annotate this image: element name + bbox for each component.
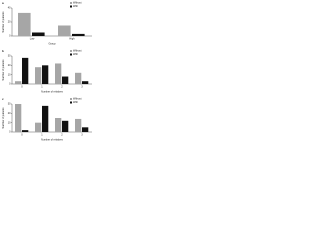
legend-swatch bbox=[70, 101, 72, 104]
x-axis-label: Number of relatives bbox=[41, 91, 63, 94]
legend-label: Without bbox=[73, 2, 82, 5]
bar bbox=[62, 120, 69, 132]
legend-swatch bbox=[70, 2, 72, 4]
bar bbox=[55, 63, 62, 84]
y-tick-label: 0 bbox=[9, 131, 11, 134]
y-tick-label: 0 bbox=[9, 83, 11, 86]
y-tick-label: 10 bbox=[8, 121, 11, 124]
bar bbox=[22, 57, 29, 84]
bar bbox=[82, 127, 89, 132]
bar bbox=[42, 105, 49, 132]
panel-label: a bbox=[2, 1, 4, 5]
panel-label: b bbox=[2, 49, 4, 53]
bar bbox=[75, 72, 82, 84]
bar bbox=[18, 12, 31, 36]
bar bbox=[15, 104, 22, 132]
y-tick-label: 20 bbox=[8, 21, 11, 24]
legend-label: Without bbox=[73, 50, 82, 53]
bar bbox=[42, 65, 49, 84]
legend-label: Without bbox=[73, 98, 82, 101]
y-tick-label: 20 bbox=[8, 112, 11, 115]
panel-label: c bbox=[2, 97, 4, 101]
y-tick-label: 40 bbox=[8, 7, 11, 10]
x-tick-label: 1 bbox=[41, 134, 43, 137]
x-tick-label: 3 bbox=[81, 86, 83, 89]
legend-swatch bbox=[70, 50, 72, 52]
bar bbox=[32, 32, 45, 36]
bar bbox=[75, 118, 82, 132]
legend-label: With bbox=[73, 53, 79, 56]
y-tick-label: 0 bbox=[9, 35, 11, 38]
bar bbox=[58, 25, 71, 36]
y-axis-label: Number of patients bbox=[2, 107, 5, 129]
y-tick-label: 20 bbox=[8, 64, 11, 67]
x-tick-label: 0 bbox=[21, 134, 23, 137]
bar bbox=[35, 67, 42, 84]
bar bbox=[22, 130, 29, 132]
bar bbox=[82, 81, 89, 84]
x-tick-label: High bbox=[69, 38, 75, 41]
y-axis-label: Number of patients bbox=[2, 11, 5, 33]
legend-label: With bbox=[73, 5, 79, 8]
y-tick-label: 30 bbox=[8, 55, 11, 58]
y-axis-label: Number of patients bbox=[2, 59, 5, 81]
y-tick-label: 10 bbox=[8, 73, 11, 76]
legend-label: With bbox=[73, 101, 79, 104]
x-tick-label: 2 bbox=[61, 134, 63, 137]
bar bbox=[72, 33, 85, 36]
bar bbox=[55, 118, 62, 132]
legend-swatch bbox=[70, 5, 72, 8]
x-axis-label: Group bbox=[49, 43, 57, 46]
legend-swatch bbox=[70, 53, 72, 56]
x-tick-label: Low bbox=[30, 38, 35, 41]
legend-swatch bbox=[70, 98, 72, 100]
x-tick-label: 1 bbox=[41, 86, 43, 89]
x-axis-label: Number of relatives bbox=[41, 139, 63, 142]
bar bbox=[35, 122, 42, 132]
x-tick-label: 2 bbox=[61, 86, 63, 89]
bar bbox=[62, 76, 69, 84]
x-tick-label: 0 bbox=[21, 86, 23, 89]
bar bbox=[15, 81, 22, 84]
y-tick-label: 30 bbox=[8, 103, 11, 106]
x-tick-label: 3 bbox=[81, 134, 83, 137]
